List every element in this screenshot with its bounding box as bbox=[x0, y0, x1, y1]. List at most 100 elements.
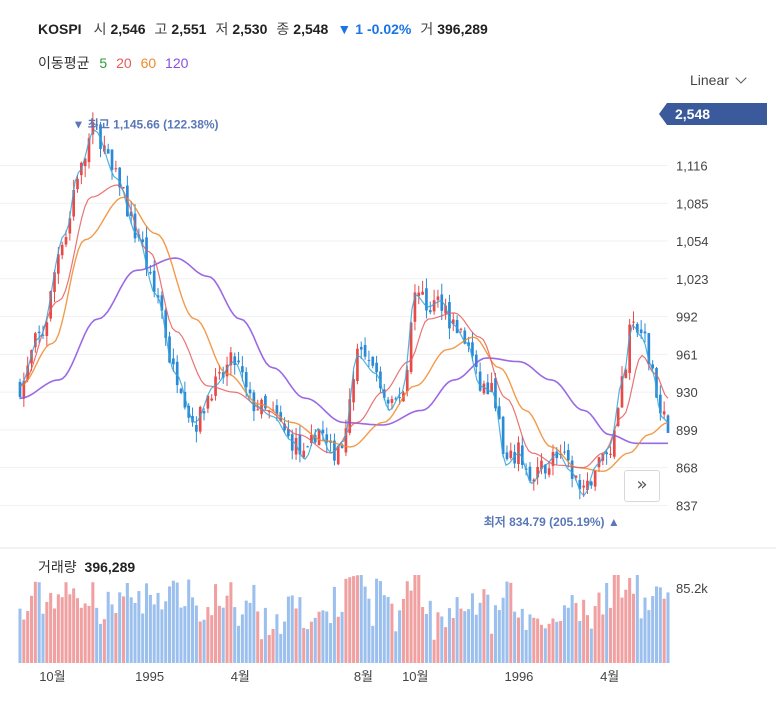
candle-body bbox=[425, 288, 428, 311]
scale-selector[interactable]: Linear bbox=[690, 72, 747, 88]
y-tick-label: 1,023 bbox=[676, 272, 709, 287]
volume-bar bbox=[206, 607, 210, 663]
volume-bar bbox=[666, 592, 670, 663]
x-tick-label: 4월 bbox=[600, 669, 619, 684]
candle-body bbox=[505, 452, 509, 460]
candle-body bbox=[609, 453, 612, 455]
candle-body bbox=[179, 388, 183, 394]
candle-body bbox=[444, 305, 447, 314]
ma-120-line bbox=[19, 257, 668, 445]
volume-bar bbox=[37, 582, 41, 663]
volume-bar bbox=[501, 597, 505, 663]
volume-bar bbox=[240, 614, 244, 663]
volume-bar bbox=[417, 575, 421, 663]
volume-bar bbox=[513, 611, 517, 663]
candle-body bbox=[421, 291, 424, 295]
change-percent: -0.02% bbox=[366, 21, 412, 37]
volume-bar bbox=[64, 582, 68, 663]
candle-body bbox=[57, 254, 60, 274]
volume-bar bbox=[390, 603, 394, 663]
candle-body bbox=[310, 434, 313, 444]
candle-body bbox=[202, 411, 206, 414]
ma-120-label[interactable]: 120 bbox=[165, 55, 189, 71]
candle-body bbox=[53, 272, 56, 292]
volume-bar bbox=[432, 639, 436, 663]
candlesticks bbox=[18, 112, 670, 500]
volume-panel-label: 거래량 bbox=[38, 559, 77, 575]
candle-body bbox=[133, 213, 137, 239]
candle-body bbox=[290, 434, 294, 451]
volume-bar bbox=[18, 608, 22, 663]
ma-20-label[interactable]: 20 bbox=[116, 55, 132, 71]
candle-body bbox=[551, 452, 555, 466]
candle-body bbox=[566, 450, 570, 461]
candle-body bbox=[68, 218, 72, 234]
candle-body bbox=[26, 365, 30, 380]
volume-bar bbox=[60, 597, 64, 663]
volume-bar bbox=[217, 605, 221, 663]
volume-bar bbox=[198, 621, 202, 663]
ma-60-label[interactable]: 60 bbox=[140, 55, 157, 71]
volume-bar bbox=[191, 597, 195, 663]
volume-bar bbox=[574, 602, 578, 663]
volume-bar bbox=[528, 614, 532, 663]
volume-bar bbox=[536, 618, 540, 663]
volume-bar bbox=[286, 596, 290, 663]
current-price-tag: 2,548 bbox=[659, 103, 767, 125]
candle-body bbox=[375, 362, 378, 373]
volume-bar bbox=[252, 584, 256, 663]
volume-bar bbox=[256, 611, 260, 663]
volume-bar bbox=[348, 577, 352, 663]
candle-body bbox=[99, 124, 102, 150]
volume-bar bbox=[313, 617, 317, 663]
candle-body bbox=[152, 270, 156, 292]
open-value: 2,546 bbox=[110, 21, 146, 37]
volume-bar bbox=[359, 575, 363, 663]
volume-bar bbox=[244, 600, 248, 663]
candle-body bbox=[405, 370, 409, 392]
candle-body bbox=[409, 322, 413, 372]
scroll-to-latest-button[interactable]: » bbox=[624, 470, 660, 502]
y-tick-label: 1,054 bbox=[676, 234, 709, 249]
candle-body bbox=[260, 399, 263, 415]
candle-body bbox=[287, 428, 290, 437]
ma-5-label[interactable]: 5 bbox=[99, 55, 108, 71]
candle-body bbox=[578, 480, 582, 490]
candle-body bbox=[248, 389, 252, 394]
candle-body bbox=[91, 122, 95, 135]
candle-body bbox=[386, 399, 390, 404]
candle-body bbox=[218, 372, 221, 374]
volume-bar bbox=[447, 608, 451, 663]
moving-average-title: 이동평균 bbox=[38, 55, 90, 71]
y-tick-label: 961 bbox=[676, 347, 698, 362]
volume-bar bbox=[283, 621, 287, 663]
candle-body bbox=[114, 168, 118, 170]
candle-body bbox=[513, 452, 516, 464]
candle-body bbox=[225, 364, 229, 377]
candle-body bbox=[302, 450, 306, 458]
volume-bar bbox=[398, 610, 402, 663]
candle-body bbox=[49, 291, 53, 319]
volume-bar bbox=[509, 582, 513, 663]
candle-body bbox=[95, 124, 99, 126]
candle-body bbox=[586, 480, 589, 491]
candle-body bbox=[547, 468, 551, 475]
volume-bar bbox=[355, 575, 359, 663]
candle-body bbox=[635, 323, 639, 333]
volume-bar bbox=[555, 621, 559, 663]
volume-bar bbox=[593, 606, 597, 663]
candle-body bbox=[471, 342, 474, 357]
candle-body bbox=[612, 430, 616, 457]
candle-body bbox=[428, 310, 432, 313]
candle-body bbox=[172, 358, 175, 365]
volume-bar bbox=[459, 608, 463, 663]
candle-body bbox=[87, 138, 91, 163]
volume-bar bbox=[624, 589, 628, 663]
volume-bar bbox=[444, 627, 448, 663]
volume-bar bbox=[298, 597, 302, 663]
volume-bar bbox=[325, 611, 329, 663]
candle-body bbox=[632, 321, 635, 323]
candle-body bbox=[325, 434, 329, 443]
low-label: 저 bbox=[215, 21, 229, 37]
